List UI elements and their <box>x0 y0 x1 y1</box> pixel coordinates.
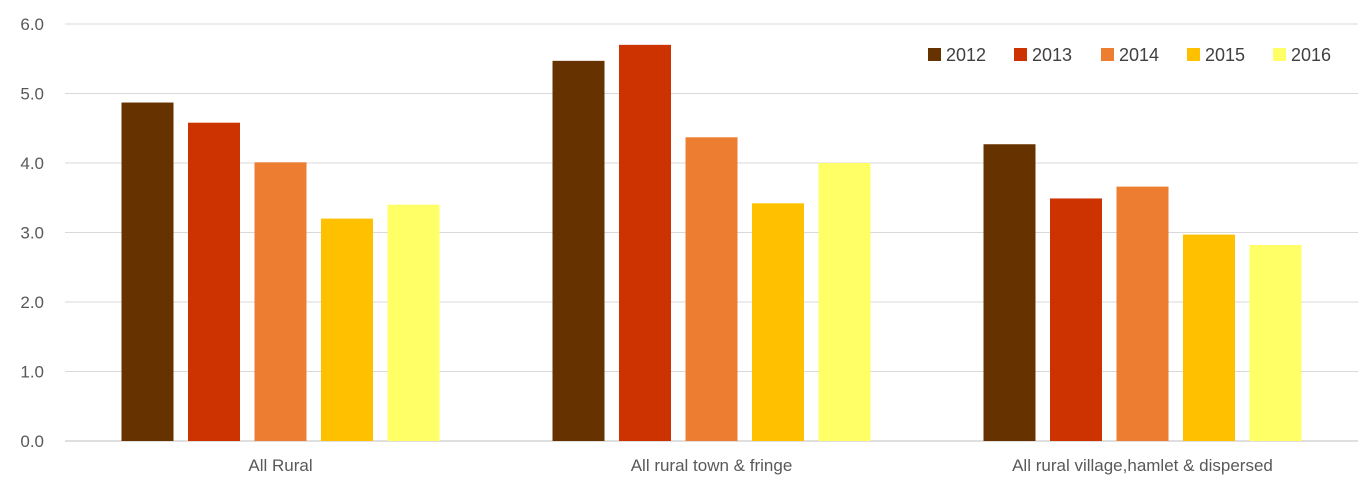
bar-2014-2 <box>685 137 738 441</box>
legend-swatch-2015 <box>1187 48 1200 61</box>
y-tick-label: 6.0 <box>20 15 44 34</box>
legend-swatch-2013 <box>1014 48 1027 61</box>
bar-2015-3 <box>1183 234 1235 441</box>
bar-2013-1 <box>188 122 240 441</box>
bar-2013-2 <box>619 44 671 441</box>
y-tick-label: 1.0 <box>20 363 44 382</box>
bar-2014-3 <box>1116 186 1169 441</box>
legend-label-2013: 2013 <box>1032 45 1072 65</box>
bar-2016-2 <box>818 163 871 441</box>
y-tick-label: 3.0 <box>20 224 44 243</box>
legend-swatch-2012 <box>928 48 941 61</box>
y-axis: 0.0 1.0 2.0 3.0 4.0 5.0 6.0 <box>20 15 44 451</box>
bar-2013-3 <box>1050 198 1102 441</box>
legend-label-2012: 2012 <box>946 45 986 65</box>
bar-2012-2 <box>552 60 605 442</box>
x-category-label: All rural village,hamlet & dispersed <box>1012 456 1273 475</box>
bar-2016-1 <box>387 204 440 441</box>
y-tick-label: 4.0 <box>20 154 44 173</box>
legend-label-2014: 2014 <box>1119 45 1159 65</box>
bar-2014-1 <box>254 162 307 441</box>
bar-2015-1 <box>321 218 373 441</box>
x-category-label: All rural town & fringe <box>631 456 793 475</box>
legend-swatch-2014 <box>1101 48 1114 61</box>
legend-swatch-2016 <box>1273 48 1286 61</box>
legend-label-2016: 2016 <box>1291 45 1331 65</box>
bar-2016-3 <box>1249 245 1302 441</box>
y-tick-label: 0.0 <box>20 432 44 451</box>
bar-2012-3 <box>983 144 1036 442</box>
y-tick-label: 5.0 <box>20 85 44 104</box>
x-axis: All Rural All rural town & fringe All rura… <box>248 456 1273 475</box>
legend-label-2015: 2015 <box>1205 45 1245 65</box>
bars <box>121 44 1302 442</box>
x-category-label: All Rural <box>248 456 312 475</box>
bar-2015-2 <box>752 203 804 441</box>
bar-2012-1 <box>121 102 174 441</box>
y-tick-label: 2.0 <box>20 293 44 312</box>
legend: 2012 2013 2014 2015 2016 <box>928 45 1331 65</box>
